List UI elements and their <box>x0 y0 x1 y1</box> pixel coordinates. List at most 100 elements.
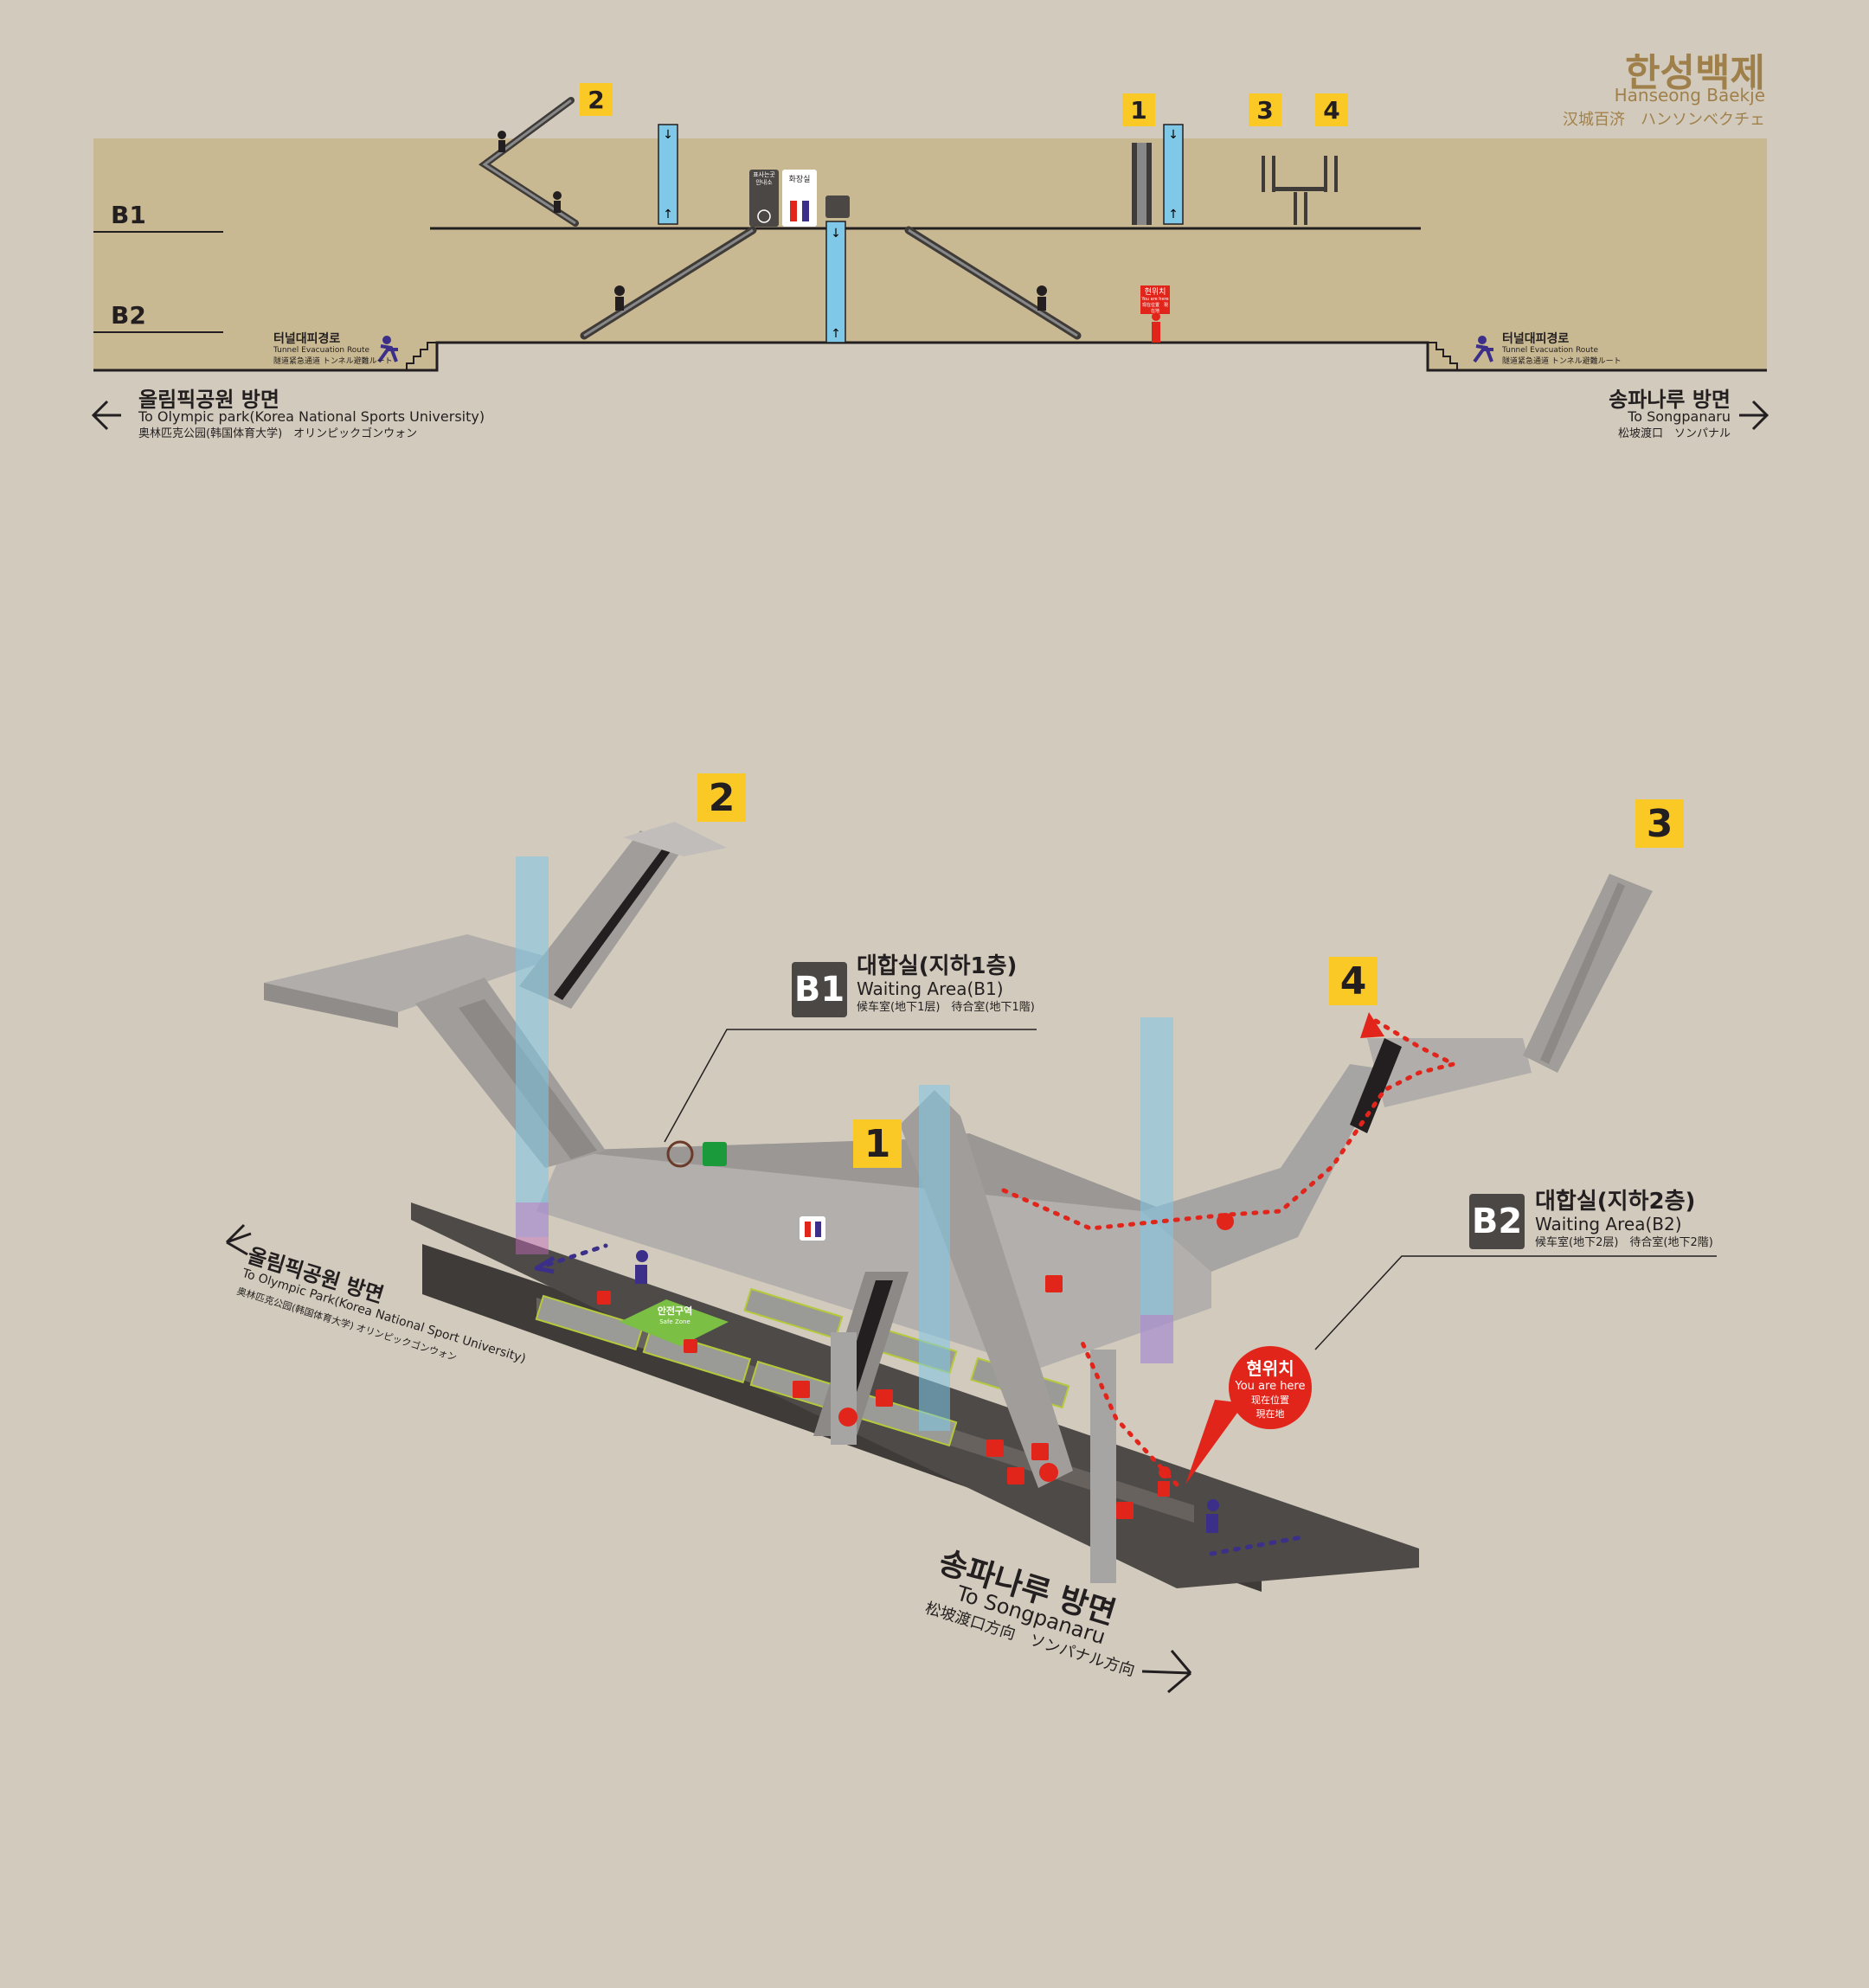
iso-info-icon <box>666 1140 694 1168</box>
evac-route-left <box>534 1243 608 1271</box>
safe-zone-area <box>620 1299 729 1346</box>
pillar-left <box>831 1332 857 1445</box>
iso-exit-1: 1 <box>853 1119 902 1168</box>
b2-area-ja: 候车室(地下2层) 待合室(地下2階) <box>1535 1236 1713 1249</box>
iso-exit-3: 3 <box>1635 799 1684 848</box>
elevator-shaft-1 <box>516 856 549 1237</box>
tunnel-route-right: 터널대피경로 Tunnel Evacuation Route 隧道紧急通道 トン… <box>1502 332 1623 368</box>
tunnel-route-left: 터널대피경로 Tunnel Evacuation Route 隧道紧急通道 トン… <box>273 332 395 368</box>
section-exit-3: 3 <box>1249 93 1281 126</box>
section-here-ko: 현위치 <box>1144 288 1166 297</box>
evac-route-right <box>1209 1534 1309 1556</box>
red-exit-arrow <box>1360 1012 1384 1038</box>
exit4-landing-iso <box>1367 1038 1532 1107</box>
elevator-sign-box <box>825 196 850 218</box>
iso-aed-icon <box>703 1142 727 1166</box>
b2-area-label: 대합실(지하2층) Waiting Area(B2) 候车室(地下2层) 待合室… <box>1535 1190 1812 1251</box>
b1-area-en: Waiting Area(B1) <box>857 978 1004 999</box>
left-arrow-icon <box>91 400 121 431</box>
section-dir-left-ja: 奥林匹克公园(韩国体育大学) オリンピックゴンウォン <box>138 427 418 440</box>
restroom-sign-label: 화장실 <box>788 176 811 184</box>
b2-area-ko: 대합실(지하2층) <box>1535 1189 1696 1215</box>
here-ja-cn: 现在位置 <box>1251 1395 1289 1406</box>
right-arm-iso <box>1142 1064 1384 1272</box>
tunnel-route-left-ko: 터널대피경로 <box>273 332 341 346</box>
iso-exit-2: 2 <box>697 773 746 822</box>
right-arrow-icon <box>1739 400 1769 431</box>
svg-text:↑: ↑ <box>663 208 673 221</box>
section-exit-1: 1 <box>1122 93 1155 126</box>
station-name-ko: 한성백제 <box>1625 51 1765 95</box>
left-stairs <box>406 342 437 370</box>
section-here-badge: 현위치 You are here 现在位置 現在地 <box>1140 285 1170 314</box>
here-person-icon <box>1152 312 1160 343</box>
here-ja-jp: 現在地 <box>1256 1408 1285 1420</box>
elevator-center <box>825 221 846 343</box>
exit3-escalator-iso <box>1523 874 1653 1073</box>
here-en: You are here <box>1235 1380 1306 1393</box>
b1-area-label: 대합실(지하1층) Waiting Area(B1) 候车室(地下1层) 待合室… <box>857 955 1116 1016</box>
right-stairs <box>1428 342 1458 370</box>
svg-text:↑: ↑ <box>1168 208 1179 221</box>
floor-label-b1: B1 <box>111 201 146 229</box>
here-ko: 현위치 <box>1246 1358 1294 1379</box>
info-sign-line1: 표사는곳 <box>753 171 775 178</box>
exit2-landing-slab <box>264 934 554 1012</box>
iso-exit-4: 4 <box>1329 957 1378 1005</box>
tunnel-route-right-en: Tunnel Evacuation Route <box>1502 346 1599 355</box>
b2-area-en: Waiting Area(B2) <box>1535 1214 1682 1234</box>
svg-text:↓: ↓ <box>831 227 841 240</box>
iso-left-arrow-icon <box>225 1223 252 1256</box>
elevator-b1-left <box>658 124 678 225</box>
sos-icons <box>597 1213 1234 1519</box>
safe-zone-en: Safe Zone <box>659 1318 690 1325</box>
evac-runner-icons <box>377 336 1493 363</box>
exit1-stairs <box>1132 143 1152 225</box>
elevator-shaft-2 <box>919 1085 950 1431</box>
exit2-escalator-iso <box>519 830 684 1009</box>
tunnel-route-right-ko: 터널대피경로 <box>1502 332 1570 346</box>
section-direction-left: 올림픽공원 방면 To Olympic park(Korea National … <box>138 388 502 443</box>
section-dir-left-ko: 올림픽공원 방면 <box>138 388 279 412</box>
red-evac-route <box>1001 1017 1461 1487</box>
station-name-ja: 汉城百济 ハンソンベクチェ <box>1563 111 1765 129</box>
info-sign-line2: 안내소 <box>755 179 773 186</box>
b2-leader-line <box>1314 1255 1717 1350</box>
section-dir-right-ko: 송파나루 방면 <box>1609 388 1731 412</box>
section-dir-left-en: To Olympic park(Korea National Sports Un… <box>138 408 485 425</box>
iso-runner-purple-2 <box>1206 1499 1219 1533</box>
iso-right-arrow-icon <box>1141 1650 1192 1694</box>
tunnel-route-left-ja: 隧道紧急通道 トンネル避難ルート <box>273 357 393 366</box>
section-here-en: You are here <box>1141 297 1169 302</box>
section-exit-2: 2 <box>580 83 613 116</box>
section-dir-right-en: To Songpanaru <box>1628 408 1731 425</box>
svg-text:↑: ↑ <box>831 327 841 341</box>
info-sign-label: 표사는곳 안내소 <box>751 171 777 187</box>
platform-line <box>93 341 1767 372</box>
section-fill <box>93 138 1767 370</box>
svg-text:↓: ↓ <box>663 128 673 142</box>
b1-leader-line <box>664 1029 1037 1143</box>
escalator-person-icons <box>498 131 1047 311</box>
safe-zone-ko: 안전구역 <box>657 1305 693 1317</box>
iso-runner-purple-1 <box>635 1250 648 1284</box>
station-name-en: Hanseong Baekje <box>1614 85 1765 106</box>
b1-area-ko: 대합실(지하1층) <box>857 953 1018 979</box>
exit34-stairs <box>1262 156 1338 225</box>
section-here-ja: 现在位置 現在地 <box>1141 303 1168 314</box>
floor-label-b2: B2 <box>111 301 146 330</box>
iso-restroom-icon <box>800 1216 825 1241</box>
tunnel-route-left-en: Tunnel Evacuation Route <box>273 346 370 355</box>
svg-text:↓: ↓ <box>1168 128 1179 142</box>
b2-badge: B2 <box>1469 1194 1525 1249</box>
info-sign-box <box>749 170 779 227</box>
b1-area-ja: 候车室(地下1层) 待合室(地下1階) <box>857 1001 1035 1014</box>
tunnel-route-right-ja: 隧道紧急通道 トンネル避難ルート <box>1502 357 1622 366</box>
elevator-shaft-3 <box>1140 1017 1173 1363</box>
elevator-exit1 <box>1163 124 1184 225</box>
section-direction-right: 송파나루 방면 To Songpanaru 松坡渡口 ソンパナル <box>1471 388 1731 443</box>
exit4-escalator-iso <box>1350 1038 1402 1133</box>
safe-zone-label: 안전구역 Safe Zone <box>640 1306 710 1327</box>
